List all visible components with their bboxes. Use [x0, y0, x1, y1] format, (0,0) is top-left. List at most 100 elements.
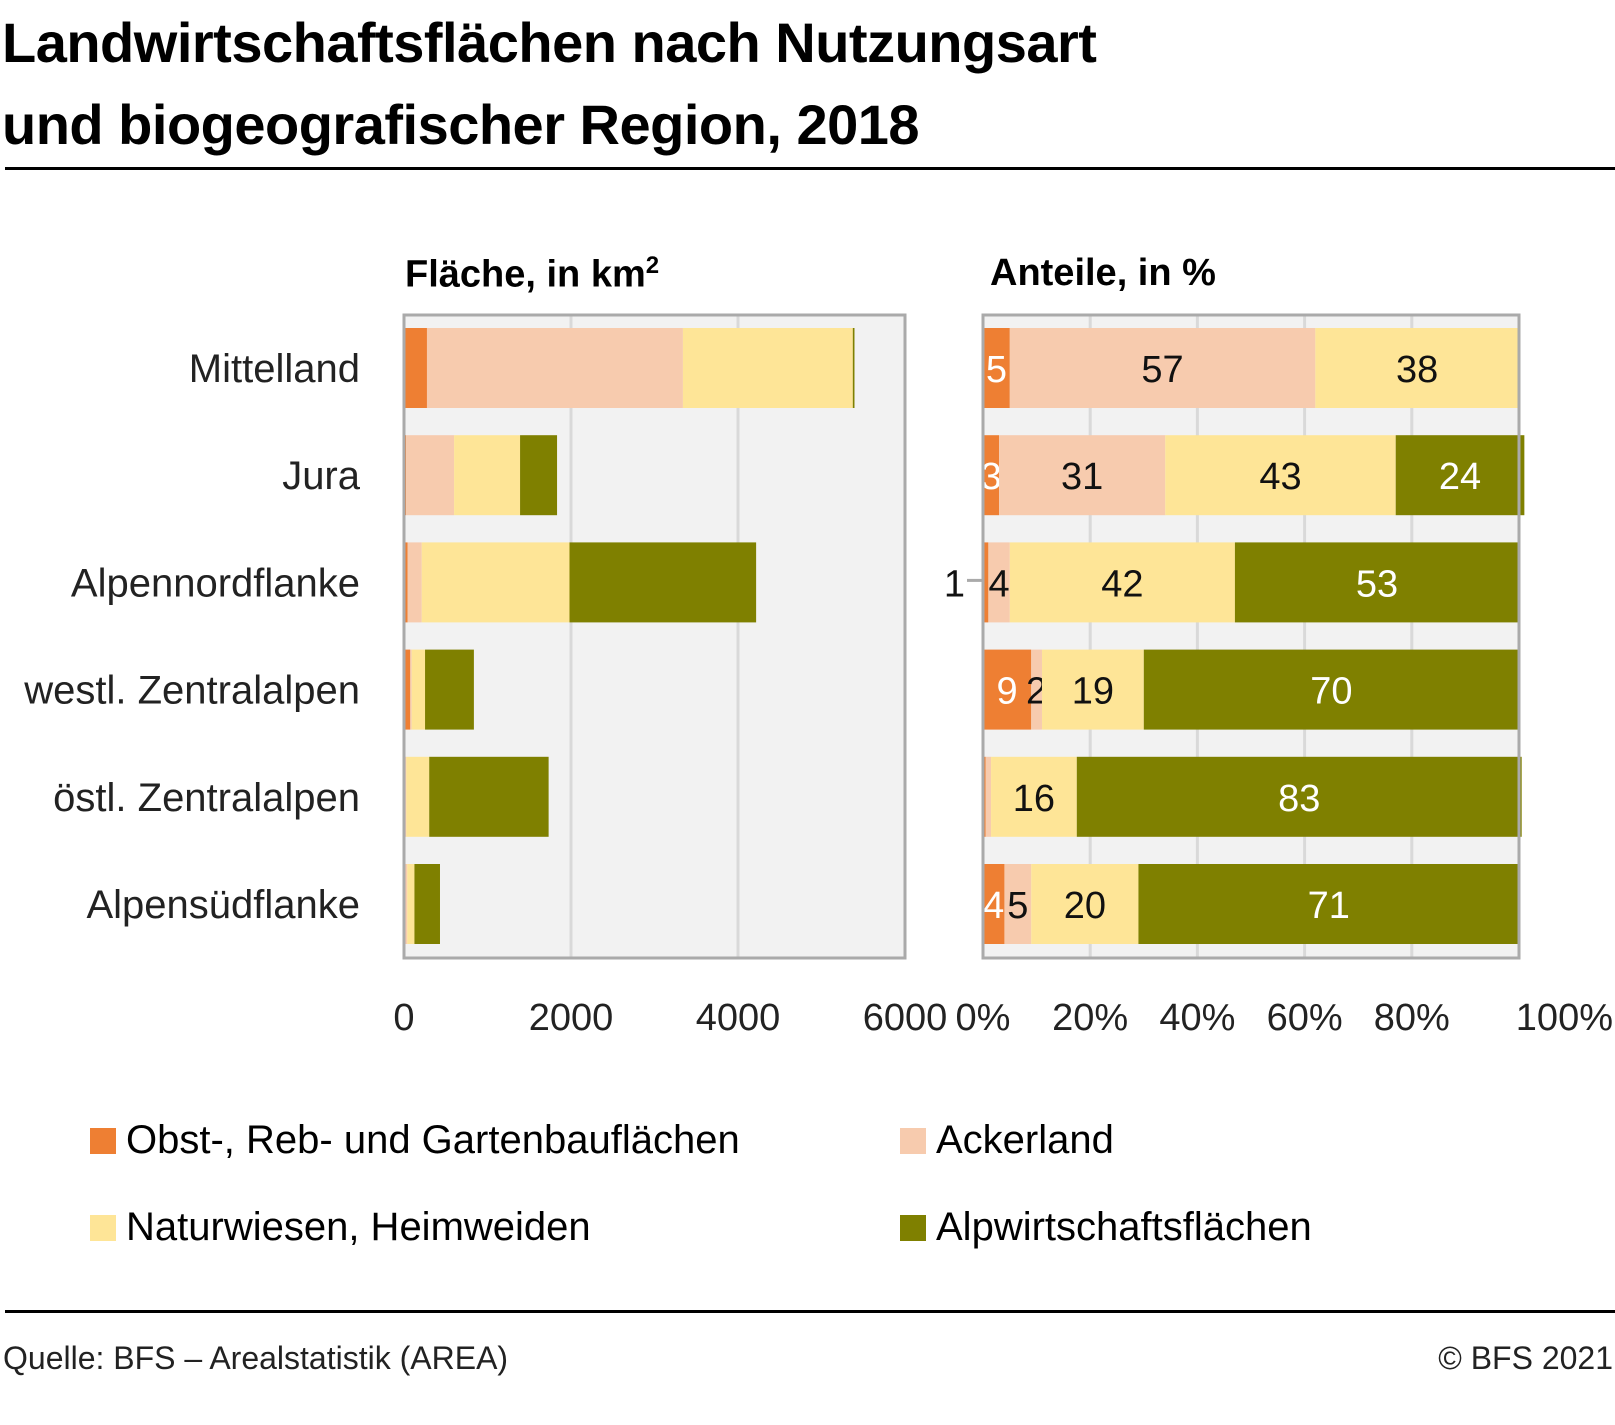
left-title-text: Fläche, in km: [405, 253, 646, 296]
bar-segment: [426, 328, 683, 408]
bar-segment: [983, 542, 989, 623]
top-rule: [5, 167, 1615, 170]
x-tick-label: 60%: [1267, 997, 1343, 1039]
bar-segment: [1315, 328, 1519, 408]
x-tick-label: 40%: [1159, 997, 1235, 1039]
bar-segment: [425, 649, 474, 730]
legend-item-obst: Obst-, Reb- und Gartenbauflächen: [90, 1118, 740, 1163]
bar-segment: [405, 864, 408, 944]
bar-segment: [983, 328, 1010, 408]
bar-segment: [404, 756, 407, 837]
bar-segment: [985, 756, 992, 837]
legend-label: Alpwirtschaftsflächen: [936, 1205, 1312, 1249]
legend-swatch: [90, 1127, 116, 1154]
category-label: Alpensüdflanke: [86, 883, 360, 927]
legend-item-natur: Naturwiesen, Heimweiden: [90, 1205, 591, 1250]
bar-segment: [421, 542, 570, 623]
bar-segment: [404, 649, 411, 730]
legend-swatch: [900, 1214, 926, 1241]
bar-segment: [1234, 542, 1519, 623]
right-chart-title: Anteile, in %: [990, 252, 1216, 294]
chart-title: Landwirtschaftsflächen nach Nutzungsart …: [2, 2, 1097, 166]
data-label: 31: [1061, 456, 1103, 498]
title-line-1: Landwirtschaftsflächen nach Nutzungsart: [2, 11, 1097, 74]
x-tick-label: 2000: [529, 997, 614, 1039]
data-label: 53: [1356, 563, 1398, 605]
bar-segment: [411, 649, 426, 730]
bar-segment: [404, 328, 427, 408]
source-note: Quelle: BFS – Arealstatistik (AREA): [3, 1340, 509, 1376]
bar-segment: [852, 328, 855, 408]
bottom-rule: [5, 1310, 1615, 1313]
bar-segment: [991, 756, 1077, 837]
bar-segment: [988, 542, 1010, 623]
bar-segment: [983, 435, 1000, 516]
data-label: 4: [989, 563, 1010, 605]
bar-segment: [406, 435, 455, 516]
data-label: 57: [1141, 349, 1183, 391]
bar-segment: [1009, 328, 1316, 408]
data-label: 1: [944, 563, 965, 605]
category-label: östl. Zentralalpen: [53, 776, 360, 820]
data-label: 16: [1013, 778, 1055, 820]
bar-segment: [682, 328, 853, 408]
legend-item-alp: Alpwirtschaftsflächen: [900, 1205, 1312, 1250]
category-label: westl. Zentralalpen: [23, 669, 360, 713]
plot-area-1: [983, 315, 1519, 958]
category-label: Jura: [282, 454, 361, 498]
bar-segment: [410, 649, 412, 730]
bar-segment: [1004, 864, 1032, 944]
bar-segment: [414, 864, 440, 944]
x-tick-label: 6000: [863, 997, 948, 1039]
bar-segment: [520, 435, 558, 516]
data-label: 43: [1259, 456, 1301, 498]
bar-segment: [454, 435, 521, 516]
bar-segment: [1165, 435, 1396, 516]
data-label: 19: [1072, 671, 1114, 713]
legend-item-acker: Ackerland: [900, 1118, 1114, 1163]
bar-segment: [983, 864, 1005, 944]
bar-segment: [407, 542, 422, 623]
x-tick-label: 100%: [1516, 997, 1613, 1039]
x-tick-label: 0%: [956, 997, 1011, 1039]
x-tick-label: 4000: [696, 997, 781, 1039]
title-line-2: und biogeografischer Region, 2018: [2, 93, 920, 156]
bar-segment: [1138, 864, 1519, 944]
legend-label: Obst-, Reb- und Gartenbauflächen: [126, 1118, 740, 1162]
data-label: 70: [1310, 671, 1352, 713]
x-tick-label: 80%: [1374, 997, 1450, 1039]
legend-swatch: [900, 1127, 926, 1154]
data-label: 83: [1278, 778, 1320, 820]
plot-area-0: [404, 315, 905, 958]
data-label: 20: [1064, 885, 1106, 927]
data-label: 71: [1308, 885, 1350, 927]
plot-border-1: [981, 313, 1521, 960]
copyright: © BFS 2021: [1438, 1340, 1613, 1376]
x-tick-label: 20%: [1052, 997, 1128, 1039]
data-label: 2: [1026, 671, 1047, 713]
data-label: 42: [1101, 563, 1143, 605]
bar-segment: [1009, 542, 1235, 623]
data-label: 4: [983, 885, 1004, 927]
category-label: Mittelland: [189, 347, 360, 391]
legend-swatch: [90, 1214, 116, 1241]
bar-segment: [407, 864, 415, 944]
x-tick-label: 0: [393, 997, 414, 1039]
data-label: 5: [986, 349, 1007, 391]
bar-segment: [983, 649, 1032, 730]
bar-segment: [429, 756, 549, 837]
bar-segment: [999, 435, 1166, 516]
category-label: Alpennordflanke: [71, 561, 360, 605]
bar-segment: [1395, 435, 1525, 516]
data-label: 5: [1007, 885, 1028, 927]
data-label: 9: [997, 671, 1018, 713]
legend-label: Naturwiesen, Heimweiden: [126, 1205, 591, 1249]
bar-segment: [569, 542, 757, 623]
bar-segment: [1143, 649, 1519, 730]
left-title-sup: 2: [645, 252, 660, 279]
data-label: 24: [1439, 456, 1481, 498]
plot-border-0: [402, 313, 907, 960]
legend-label: Ackerland: [936, 1118, 1114, 1162]
bar-segment: [1076, 756, 1522, 837]
